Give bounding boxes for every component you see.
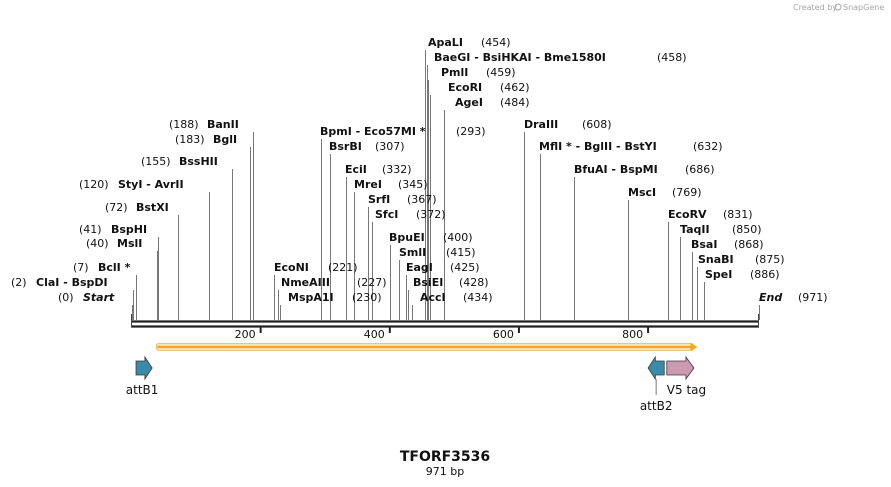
- site-bsrbi[interactable]: BsrBI (307): [329, 140, 405, 153]
- watermark: Created by SnapGene: [793, 3, 884, 12]
- site-start[interactable]: (0) Start: [58, 291, 115, 304]
- tick-label-400: 400: [364, 328, 385, 341]
- site-spei[interactable]: SpeI (886): [705, 268, 780, 281]
- orf-arrowhead: [690, 343, 698, 351]
- tick-label-600: 600: [493, 328, 514, 341]
- site-apai[interactable]: ApaLI (454): [428, 36, 511, 49]
- attb2-feature[interactable]: attB2: [640, 355, 673, 413]
- site-srfi[interactable]: SrfI (367): [368, 193, 437, 206]
- v5tag-label: V5 tag: [667, 383, 706, 397]
- attb1-arrow: [135, 355, 153, 381]
- site-bsshii[interactable]: (155) BssHII: [141, 155, 218, 168]
- attb1-feature[interactable]: attB1: [126, 355, 159, 397]
- site-banii[interactable]: (188) BanII: [169, 118, 239, 131]
- site-ecorv[interactable]: EcoRV (831): [668, 208, 753, 221]
- site-msci[interactable]: MscI (769): [628, 186, 702, 199]
- site-sfci[interactable]: SfcI (372): [375, 208, 446, 221]
- site-bsai[interactable]: BsaI (868): [691, 238, 764, 251]
- site-bsiei[interactable]: BsiEI (428): [413, 276, 489, 289]
- site-msli[interactable]: (40) MslI: [86, 237, 142, 250]
- watermark-prefix: Created by: [793, 3, 837, 12]
- site-snabi[interactable]: SnaBI (875): [698, 253, 785, 266]
- site-baegi[interactable]: BaeGI - BsiHKAI - Bme1580I (458): [434, 51, 687, 64]
- v5tag-feature[interactable]: V5 tag: [666, 355, 706, 397]
- orf-feature[interactable]: [155, 343, 698, 351]
- site-eagi[interactable]: EagI (425): [406, 261, 480, 274]
- v5tag-arrow: [666, 355, 695, 381]
- site-bsphi[interactable]: (41) BspHI: [79, 223, 147, 236]
- site-bcli[interactable]: (7) BclI *: [73, 261, 131, 274]
- site-mlui[interactable]: MflI * - BglII - BstYI (632): [539, 140, 723, 153]
- ruler-ticks: 200 400 600 800: [235, 326, 650, 341]
- site-bgli[interactable]: (183) BglI: [175, 133, 237, 146]
- label-leader-lines: [132, 50, 760, 320]
- attb1-label: attB1: [126, 383, 159, 397]
- watermark-brand: SnapGene: [843, 3, 884, 12]
- site-smli[interactable]: SmlI (415): [399, 246, 476, 259]
- site-bstxi[interactable]: (72) BstXI: [105, 201, 169, 214]
- site-bfuai[interactable]: BfuAI - BspMI (686): [574, 163, 715, 176]
- sequence-ruler: [131, 314, 759, 328]
- site-styi[interactable]: (120) StyI - AvrII: [79, 178, 184, 191]
- site-bpmi[interactable]: BpmI - Eco57MI * (293): [320, 125, 486, 138]
- feature-track: attB1 attB2 V5 tag: [126, 343, 706, 413]
- site-taqii[interactable]: TaqII (850): [680, 223, 762, 236]
- site-nmeaiii[interactable]: NmeAIII (227): [281, 276, 387, 289]
- site-mspa1i[interactable]: MspA1I (230): [288, 291, 382, 304]
- site-econi[interactable]: EcoNI (221): [274, 261, 358, 274]
- plasmid-name: TFORF3536: [400, 449, 490, 465]
- site-pmli[interactable]: PmlI (459): [441, 66, 516, 79]
- site-ecori[interactable]: EcoRI (462): [448, 81, 530, 94]
- plasmid-length: 971 bp: [426, 465, 464, 478]
- snapgene-logo-icon: [834, 3, 842, 11]
- site-agei[interactable]: AgeI (484): [455, 96, 530, 109]
- site-draiii[interactable]: DraIII (608): [524, 118, 612, 131]
- site-end[interactable]: End (971): [759, 291, 828, 304]
- site-ecii[interactable]: EciI (332): [345, 163, 412, 176]
- tick-label-200: 200: [235, 328, 256, 341]
- site-clai[interactable]: (2) ClaI - BspDI: [11, 276, 108, 289]
- site-labels: ApaLI (454) BaeGI - BsiHKAI - Bme1580I (45…: [11, 36, 828, 304]
- attb2-arrow: [647, 355, 665, 381]
- attb2-label: attB2: [640, 399, 673, 413]
- site-bpuei[interactable]: BpuEI (400): [389, 231, 473, 244]
- site-mrei[interactable]: MreI (345): [354, 178, 428, 191]
- site-acci[interactable]: AccI (434): [420, 291, 493, 304]
- tick-label-800: 800: [622, 328, 643, 341]
